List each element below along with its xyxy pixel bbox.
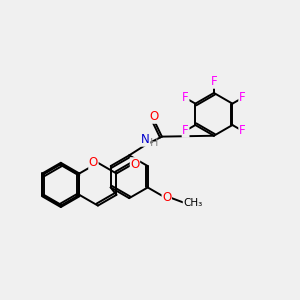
Text: H: H — [150, 138, 158, 148]
Text: F: F — [239, 124, 245, 137]
Text: F: F — [182, 92, 189, 104]
Text: O: O — [162, 190, 171, 204]
Text: O: O — [150, 110, 159, 123]
Text: O: O — [89, 156, 98, 169]
Text: N: N — [141, 133, 150, 146]
Text: F: F — [182, 124, 189, 137]
Text: CH₃: CH₃ — [183, 198, 202, 208]
Text: O: O — [130, 158, 140, 171]
Text: F: F — [211, 75, 217, 88]
Text: F: F — [239, 92, 245, 104]
